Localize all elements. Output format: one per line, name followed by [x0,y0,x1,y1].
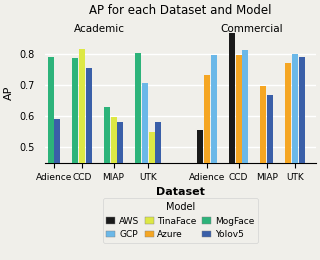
Bar [197,130,204,260]
Bar [204,75,210,260]
Bar [292,54,298,260]
Bar [299,57,305,260]
Bar [260,86,266,260]
Bar [236,55,242,260]
Bar [285,63,291,260]
Bar [149,132,155,260]
Title: AP for each Dataset and Model: AP for each Dataset and Model [89,4,272,17]
Text: Commercial: Commercial [220,24,283,34]
Bar [86,68,92,260]
Bar [110,117,116,260]
Bar [117,122,123,260]
Y-axis label: AP: AP [4,86,14,100]
Bar [142,83,148,260]
Bar [48,57,53,260]
Bar [242,50,248,260]
Text: Academic: Academic [74,24,125,34]
Legend: AWS, GCP, TinaFace, Azure, MogFace, Yolov5: AWS, GCP, TinaFace, Azure, MogFace, Yolo… [103,198,258,243]
Bar [156,122,161,260]
Bar [211,55,217,260]
Bar [79,49,85,260]
Bar [135,53,141,260]
X-axis label: Dataset: Dataset [156,187,205,197]
Bar [229,34,235,260]
Bar [104,107,110,260]
Bar [54,119,60,260]
Bar [267,95,273,260]
Bar [72,58,78,260]
